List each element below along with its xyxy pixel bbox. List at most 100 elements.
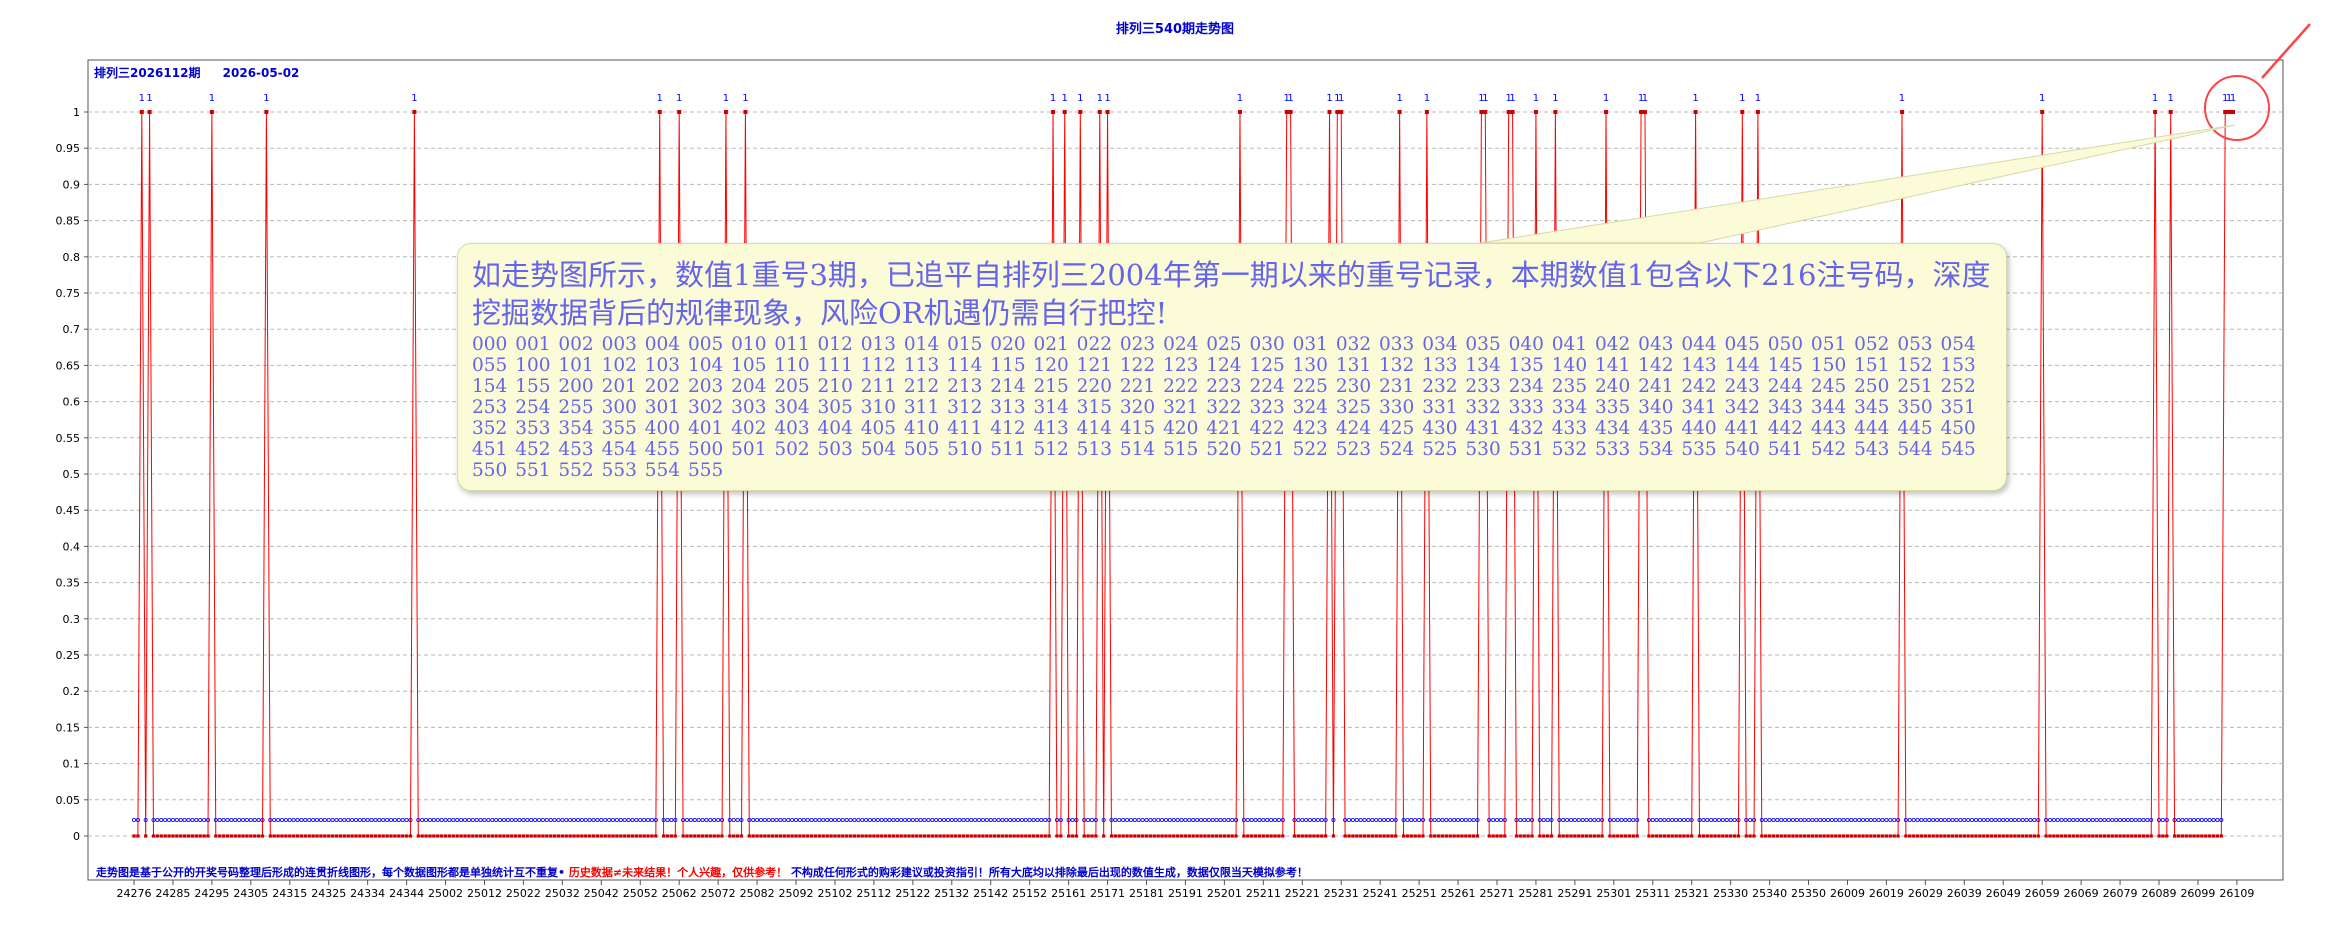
data-point-ring bbox=[248, 818, 253, 823]
data-point-ring bbox=[778, 818, 783, 823]
data-point-zero bbox=[887, 834, 892, 838]
data-point-ring bbox=[2137, 818, 2142, 823]
data-point-zero bbox=[155, 834, 159, 838]
data-point-zero bbox=[1791, 834, 1795, 838]
data-point-ring bbox=[1752, 818, 1757, 823]
data-point-ring bbox=[1600, 818, 1605, 823]
data-point-zero bbox=[1378, 834, 1382, 838]
data-point-ring bbox=[1436, 818, 1441, 823]
data-point-zero bbox=[194, 834, 198, 838]
data-point-ring bbox=[1973, 818, 1978, 823]
data-point-ring bbox=[1156, 818, 1161, 823]
data-point-zero bbox=[2219, 834, 2223, 838]
data-point-ring bbox=[2129, 818, 2134, 823]
data-point-ring bbox=[1810, 818, 1815, 823]
y-tick-label: 0.2 bbox=[63, 685, 81, 698]
data-point-zero bbox=[171, 834, 175, 838]
data-point-zero bbox=[1799, 834, 1803, 838]
data-point-ring bbox=[501, 818, 506, 823]
data-point-ring bbox=[1199, 818, 1204, 823]
data-point-ring bbox=[579, 818, 584, 823]
data-point-one bbox=[1553, 110, 1558, 114]
data-point-ring bbox=[1713, 818, 1718, 823]
data-point-ring bbox=[1954, 818, 1959, 823]
data-point-zero bbox=[490, 834, 494, 838]
data-point-ring bbox=[1432, 818, 1437, 823]
y-tick-label: 0.9 bbox=[63, 178, 81, 191]
data-point-zero bbox=[552, 834, 557, 838]
data-point-zero bbox=[1355, 834, 1359, 838]
data-point-zero bbox=[2009, 834, 2013, 838]
data-point-ring bbox=[1417, 818, 1422, 823]
data-point-zero bbox=[404, 834, 409, 838]
data-point-zero bbox=[1806, 834, 1811, 838]
data-point-zero bbox=[1421, 834, 1425, 838]
data-point-zero bbox=[1697, 834, 1702, 838]
data-point-zero bbox=[2083, 834, 2087, 838]
data-point-zero bbox=[1764, 834, 1768, 838]
data-point-ring bbox=[1849, 818, 1854, 823]
data-point-ring bbox=[2001, 818, 2006, 823]
data-point-ring bbox=[342, 818, 347, 823]
data-point-zero bbox=[755, 834, 759, 838]
data-point-zero bbox=[1362, 834, 1367, 838]
data-point-ring bbox=[840, 818, 845, 823]
data-point-zero bbox=[366, 834, 370, 838]
data-point-ring bbox=[322, 818, 327, 823]
x-tick-label: 24285 bbox=[155, 887, 190, 900]
data-point-one bbox=[209, 110, 214, 114]
issue-date: 2026-05-02 bbox=[222, 66, 300, 80]
data-point-ring bbox=[2199, 818, 2204, 823]
data-point-ring bbox=[2024, 818, 2029, 823]
data-point-ring bbox=[1093, 818, 1098, 823]
data-point-zero bbox=[1877, 834, 1881, 838]
data-point-ring bbox=[1265, 818, 1270, 823]
data-point-ring bbox=[2067, 818, 2072, 823]
data-point-zero bbox=[681, 834, 685, 838]
data-point-zero bbox=[537, 834, 541, 838]
data-point-ring bbox=[1000, 818, 1005, 823]
y-axis: 0 0.05 0.1 0.15 0.2 0.25 0.3 0.35 0.4 0.45 0.5 0.55… bbox=[56, 106, 88, 843]
data-point-ring bbox=[1931, 818, 1936, 823]
x-tick-label: 25291 bbox=[1557, 887, 1592, 900]
y-tick-label: 0.35 bbox=[56, 577, 81, 590]
x-tick-label: 25152 bbox=[1012, 887, 1047, 900]
data-point-zero bbox=[720, 834, 724, 838]
data-point-zero bbox=[903, 834, 907, 838]
data-point-zero bbox=[938, 834, 942, 838]
data-point-zero bbox=[2052, 834, 2056, 838]
data-point-ring bbox=[1405, 818, 1410, 823]
data-point-one bbox=[2223, 110, 2228, 114]
data-point-zero bbox=[825, 834, 829, 838]
data-point-ring bbox=[1234, 818, 1239, 823]
data-point-ring bbox=[365, 818, 370, 823]
data-point-ring bbox=[2157, 818, 2162, 823]
data-point-zero bbox=[1028, 834, 1032, 838]
data-point-zero bbox=[229, 834, 233, 838]
data-point-ring bbox=[1012, 818, 1017, 823]
data-point-zero bbox=[638, 834, 642, 838]
data-point-zero bbox=[2110, 834, 2114, 838]
data-point-ring bbox=[1420, 818, 1425, 823]
data-point-ring bbox=[1160, 818, 1165, 823]
data-point-zero bbox=[1565, 834, 1569, 838]
data-point-zero bbox=[1912, 834, 1916, 838]
data-point-zero bbox=[2067, 834, 2072, 838]
data-point-zero bbox=[1468, 834, 1472, 838]
data-point-ring bbox=[922, 818, 927, 823]
data-point-one bbox=[723, 110, 728, 114]
data-point-ring bbox=[1962, 818, 1967, 823]
data-point-zero bbox=[1296, 834, 1300, 838]
data-point-zero bbox=[868, 834, 872, 838]
data-point-ring bbox=[2133, 818, 2138, 823]
data-point-ring bbox=[1378, 818, 1383, 823]
data-point-zero bbox=[295, 834, 300, 838]
data-point-zero bbox=[817, 834, 821, 838]
data-point-zero bbox=[1039, 834, 1043, 838]
data-point-zero bbox=[1413, 834, 1417, 838]
data-point-zero bbox=[809, 834, 814, 838]
data-point-zero bbox=[1530, 834, 1534, 838]
data-point-ring bbox=[1148, 818, 1153, 823]
x-tick-label: 25052 bbox=[623, 887, 658, 900]
data-point-zero bbox=[467, 834, 471, 838]
